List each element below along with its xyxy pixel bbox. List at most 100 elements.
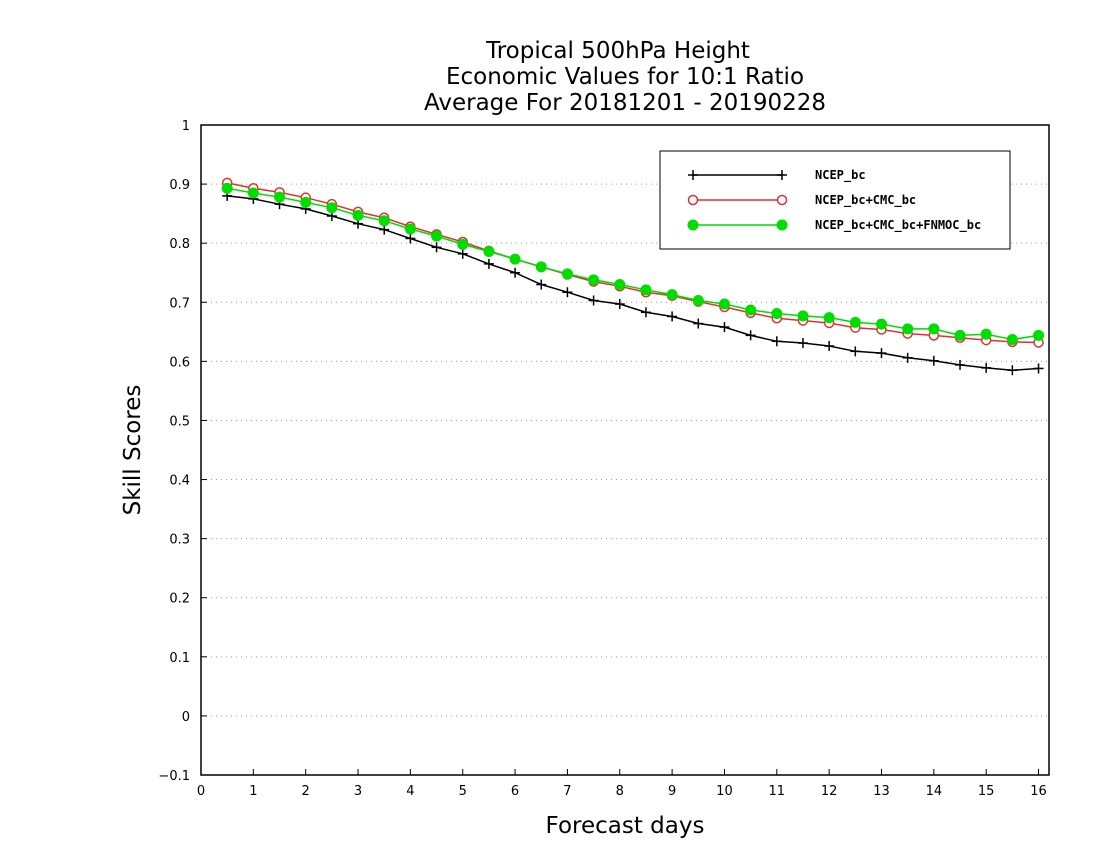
series-3-point — [954, 329, 966, 341]
legend-label-1: NCEP_bc — [815, 168, 866, 183]
x-tick-label: 9 — [668, 784, 676, 799]
series-3-point — [1006, 334, 1018, 345]
series-3-point — [221, 182, 233, 194]
series-1-point — [981, 362, 992, 373]
series-1-point — [562, 287, 573, 298]
series-3-point — [823, 312, 835, 324]
series-3-point — [614, 279, 626, 291]
y-tick-label: 0.6 — [169, 355, 190, 370]
series-1-point — [614, 299, 625, 310]
chart-title-line-3: Average For 20181201 - 20190228 — [424, 90, 826, 116]
y-tick-label: 0.8 — [169, 237, 190, 252]
series-3-point — [875, 318, 887, 330]
series-1-point — [797, 338, 808, 349]
series-1-point — [510, 267, 521, 278]
series-3-point — [535, 261, 547, 273]
chart-title-line-2: Economic Values for 10:1 Ratio — [446, 64, 804, 90]
series-3-point — [274, 191, 286, 203]
y-tick-label: 1 — [182, 119, 190, 134]
legend-marker-start-3 — [687, 219, 699, 231]
x-tick-label: 4 — [406, 784, 414, 799]
x-tick-label: 10 — [716, 784, 733, 799]
plot-frame — [200, 124, 1050, 776]
x-tick-label: 0 — [197, 784, 205, 799]
y-tick-label: 0.3 — [169, 533, 190, 548]
series-1-point — [405, 233, 416, 244]
x-axis-ticks: 0 1 2 3 4 5 6 7 8 9 10 11 12 13 14 15 16 — [197, 769, 1047, 799]
series-3-point — [928, 323, 940, 335]
series-1-point — [483, 258, 494, 269]
series-1-point — [457, 248, 468, 259]
series-1-point — [824, 341, 835, 351]
series-1-point — [431, 242, 442, 253]
legend-label-2: NCEP_bc+CMC_bc — [815, 193, 916, 208]
y-tick-label: 0.4 — [169, 474, 190, 489]
series-1 — [222, 190, 1044, 376]
series-1-point — [876, 348, 887, 359]
series-3-point — [666, 289, 678, 301]
series-3-point — [404, 223, 416, 235]
x-tick-label: 16 — [1030, 784, 1047, 799]
plot-series — [221, 177, 1045, 376]
y-tick-label: −0.1 — [158, 769, 190, 784]
series-3-point — [902, 323, 914, 335]
series-3 — [221, 182, 1045, 345]
series-1-point — [902, 352, 913, 363]
legend-marker-end-3 — [776, 219, 788, 231]
series-1-point — [928, 355, 939, 366]
y-tick-label: 0.7 — [169, 296, 190, 311]
series-3-point — [378, 215, 390, 227]
series-3-point — [588, 274, 600, 286]
x-tick-label: 7 — [563, 784, 571, 799]
series-3-point — [431, 230, 443, 242]
x-tick-label: 3 — [354, 784, 362, 799]
y-tick-label: 0.2 — [169, 592, 190, 607]
x-tick-label: 12 — [821, 784, 838, 799]
x-axis-label: Forecast days — [546, 813, 705, 839]
series-3-point — [326, 202, 338, 214]
series-3-point — [483, 245, 495, 257]
chart-title: Tropical 500hPa Height Economic Values f… — [424, 38, 826, 116]
x-tick-label: 6 — [511, 784, 519, 799]
x-tick-label: 8 — [616, 784, 624, 799]
series-3-point — [300, 196, 312, 208]
series-1-point — [667, 311, 678, 322]
series-1-point — [379, 224, 390, 235]
series-3-point — [561, 268, 573, 280]
legend-marker-start-2 — [687, 194, 699, 206]
series-3-point — [718, 298, 730, 310]
series-3-point — [352, 209, 364, 221]
x-tick-label: 1 — [249, 784, 257, 799]
series-3-point — [797, 310, 809, 322]
series-3-point — [745, 304, 757, 316]
x-tick-label: 14 — [926, 784, 943, 799]
series-3-point — [1033, 329, 1045, 341]
y-axis-ticks: −0.1 0 0.1 0.2 0.3 0.4 0.5 0.6 0.7 0.8 0.9 1 — [158, 119, 207, 784]
series-1-point — [1007, 365, 1018, 376]
series-3-point — [509, 253, 521, 265]
series-1-line — [227, 195, 1039, 371]
series-1-point — [640, 307, 651, 318]
y-tick-label: 0.9 — [169, 178, 190, 193]
y-tick-label: 0.5 — [169, 414, 190, 429]
series-3-point — [692, 295, 704, 306]
series-1-point — [850, 346, 861, 357]
legend: NCEP_bc NCEP_bc+CMC_bc NCEP_bc+CMC_bc+FNMO… — [659, 150, 1011, 250]
series-1-point — [588, 295, 599, 306]
chart-title-line-1: Tropical 500hPa Height — [485, 38, 750, 64]
series-3-point — [980, 328, 992, 340]
series-3-point — [771, 308, 783, 319]
x-tick-label: 5 — [459, 784, 467, 799]
series-1-point — [955, 359, 966, 370]
x-tick-label: 15 — [978, 784, 995, 799]
y-tick-label: 0 — [182, 710, 190, 725]
series-1-point — [771, 336, 782, 347]
x-tick-label: 2 — [302, 784, 310, 799]
grid-lines — [201, 183, 1049, 717]
legend-marker-start-1 — [688, 170, 698, 180]
series-3-point — [457, 238, 469, 250]
series-1-point — [719, 322, 730, 333]
series-1-point — [1033, 363, 1044, 374]
y-tick-label: 0.1 — [169, 651, 190, 666]
series-3-point — [849, 316, 861, 328]
